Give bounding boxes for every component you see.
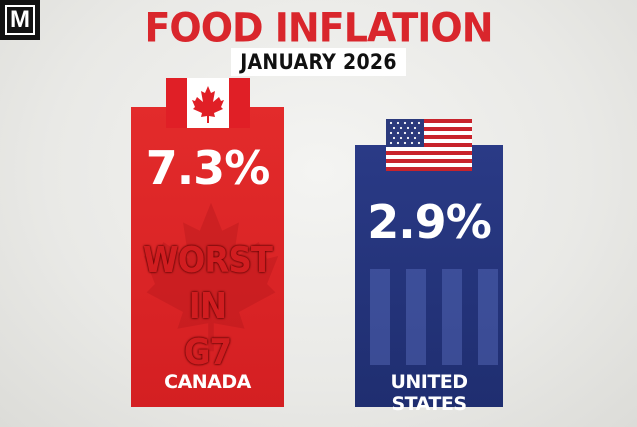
maple-leaf-watermark-icon — [143, 202, 279, 352]
us-bar-stripe — [406, 269, 426, 365]
category-label-canada: CANADA — [164, 371, 251, 393]
us-bar-stripe — [442, 269, 462, 365]
chart-subtitle: JANUARY 2026 — [231, 48, 406, 76]
category-label-united-states: UNITED STATES — [390, 371, 468, 415]
brand-logo: M — [0, 0, 40, 40]
us-bar-stripe — [478, 269, 498, 365]
worst-in-g7-annotation: WORST IN G7 — [142, 240, 273, 373]
value-label-canada: 7.3% — [145, 141, 271, 195]
bar-united-states — [355, 145, 503, 407]
bar-canada — [131, 107, 284, 407]
canada-flag-icon — [165, 78, 250, 128]
value-label-united-states: 2.9% — [367, 195, 492, 249]
us-bar-stripe — [370, 269, 390, 365]
us-flag-icon — [386, 119, 472, 171]
chart-title: FOOD INFLATION — [144, 4, 493, 52]
